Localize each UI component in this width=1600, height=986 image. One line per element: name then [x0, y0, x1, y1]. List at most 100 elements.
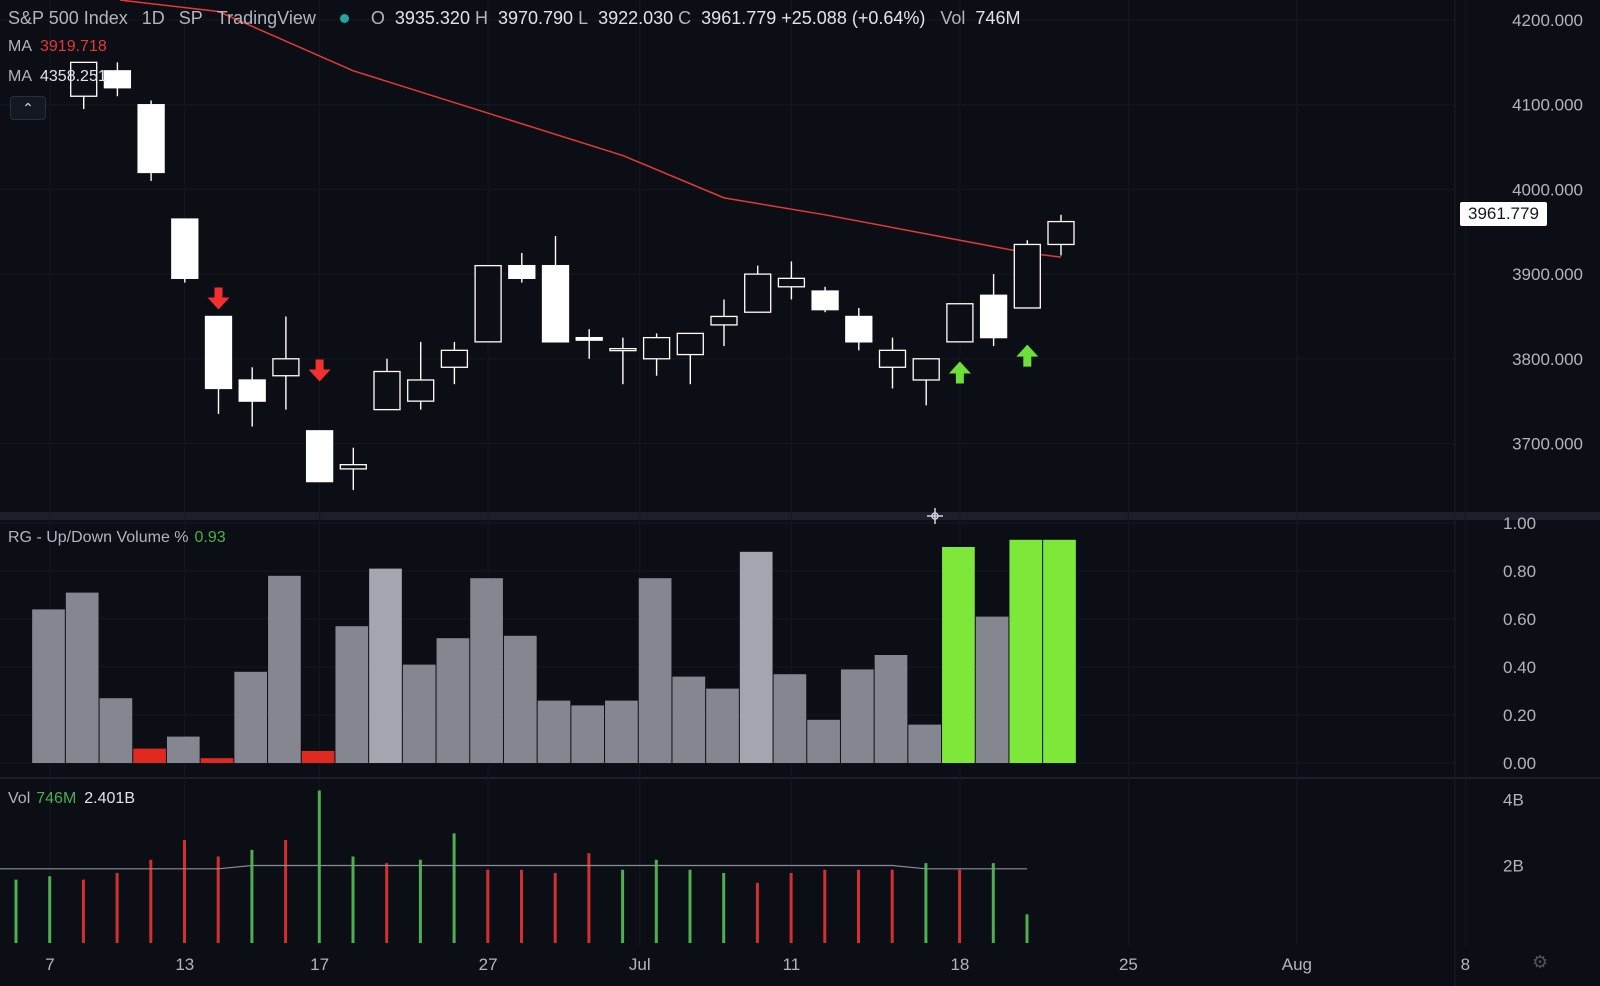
rg-bar: [1009, 539, 1043, 763]
candle: [912, 358, 940, 406]
candle-body: [339, 464, 367, 470]
rg-tick-label: 1.00: [1503, 514, 1536, 533]
rg-bar: [133, 748, 166, 763]
price-tick-label: 4100.000: [1512, 96, 1583, 115]
x-tick-label: 27: [479, 955, 498, 974]
rg-bar: [571, 705, 605, 763]
candle-body: [676, 332, 704, 356]
candle: [878, 337, 907, 389]
ma-legend-1[interactable]: MA 3919.718: [8, 38, 107, 55]
rg-bar: [402, 664, 436, 763]
candle: [811, 286, 839, 313]
candle: [1047, 214, 1075, 256]
candle: [575, 329, 603, 359]
candle-body: [979, 294, 1008, 339]
candle: [541, 235, 570, 343]
volume-indicator-title[interactable]: Vol 746M 2.401B: [8, 790, 135, 807]
x-tick-label: 18: [950, 955, 969, 974]
rg-bar: [807, 719, 840, 763]
rg-bar: [874, 655, 908, 763]
chevron-up-icon: ⌃: [22, 100, 34, 116]
candle: [103, 62, 132, 97]
candle-body: [811, 290, 839, 311]
exchange: SP: [178, 8, 203, 28]
candle-body: [1013, 243, 1041, 309]
rg-value: 0.93: [194, 529, 226, 546]
rg-indicator-title[interactable]: RG - Up/Down Volume % 0.93: [8, 529, 226, 546]
candle-body: [440, 349, 469, 368]
x-tick-label: Jul: [629, 955, 651, 974]
candle-body: [373, 370, 401, 411]
open-value: 3935.320: [394, 8, 470, 28]
candle: [70, 61, 98, 109]
candle-body: [1047, 220, 1075, 246]
candle: [744, 265, 772, 313]
x-tick-label: 25: [1119, 955, 1138, 974]
rg-tick-label: 0.80: [1503, 562, 1536, 581]
symbol-name[interactable]: S&P 500 Index: [8, 8, 128, 28]
candle: [305, 430, 334, 483]
rg-bar: [706, 688, 739, 763]
arrow-down-icon: [207, 287, 230, 310]
candle: [238, 367, 266, 427]
candle: [979, 274, 1008, 347]
rg-bar: [503, 635, 537, 763]
candle: [1013, 240, 1041, 309]
price-tick-label: 4200.000: [1512, 11, 1583, 30]
ma-legend-2[interactable]: MA 4358.251: [8, 68, 107, 85]
candle-body: [103, 70, 132, 89]
candle-body: [238, 379, 266, 402]
rg-bar: [840, 669, 874, 763]
pane-divider-1[interactable]: [0, 512, 1600, 520]
rg-bar: [1043, 539, 1076, 763]
candle: [676, 332, 704, 385]
symbol-header: S&P 500 Index 1D SP TradingView O 3935.32…: [8, 8, 1020, 29]
candle-body: [204, 315, 233, 390]
market-status-icon: [339, 14, 349, 23]
candle: [946, 303, 974, 343]
candle-body: [541, 264, 570, 343]
rg-bar: [773, 674, 807, 763]
rg-bar: [268, 575, 301, 763]
candle-body: [474, 264, 502, 343]
rg-bar: [942, 547, 975, 763]
candle: [710, 299, 738, 347]
price-tick-label: 4000.000: [1512, 180, 1583, 199]
candle: [777, 261, 806, 300]
candle-body: [137, 104, 165, 174]
ma-line: [119, 0, 1062, 258]
price-tick-label: 3800.000: [1512, 350, 1583, 369]
rg-bar: [65, 592, 99, 763]
x-tick-label: 13: [175, 955, 194, 974]
rg-bar: [470, 578, 503, 763]
candle-body: [878, 349, 907, 368]
interval[interactable]: 1D: [141, 8, 165, 28]
gear-icon[interactable]: ⚙: [1532, 952, 1549, 972]
rg-bar: [436, 638, 470, 763]
candle: [373, 358, 401, 411]
arrow-down-icon: [308, 359, 331, 382]
candle: [204, 315, 233, 414]
rg-tick-label: 0.40: [1503, 658, 1536, 677]
candle-body: [575, 336, 603, 341]
volume-value: 746M: [975, 8, 1021, 28]
candle: [845, 307, 873, 351]
rg-bar: [672, 676, 706, 763]
volume-tick-label: 2B: [1503, 856, 1524, 875]
rg-tick-label: 0.60: [1503, 610, 1536, 629]
ohlc-values: O 3935.320 H 3970.790 L 3922.030 C 3961.779 …: [370, 8, 1021, 28]
candle: [171, 218, 199, 283]
candle: [137, 100, 165, 181]
candle-body: [609, 347, 637, 352]
candle: [272, 316, 300, 410]
candle-body: [70, 61, 98, 97]
x-tick-label: 8: [1461, 955, 1470, 974]
x-tick-label: Aug: [1282, 955, 1312, 974]
price-tick-label: 3900.000: [1512, 265, 1583, 284]
collapse-legend-button[interactable]: ⌃: [10, 96, 46, 120]
candle: [440, 341, 469, 385]
arrow-up-icon: [1016, 344, 1039, 367]
volume-tick-label: 4B: [1503, 790, 1524, 809]
candle-body: [912, 358, 940, 381]
